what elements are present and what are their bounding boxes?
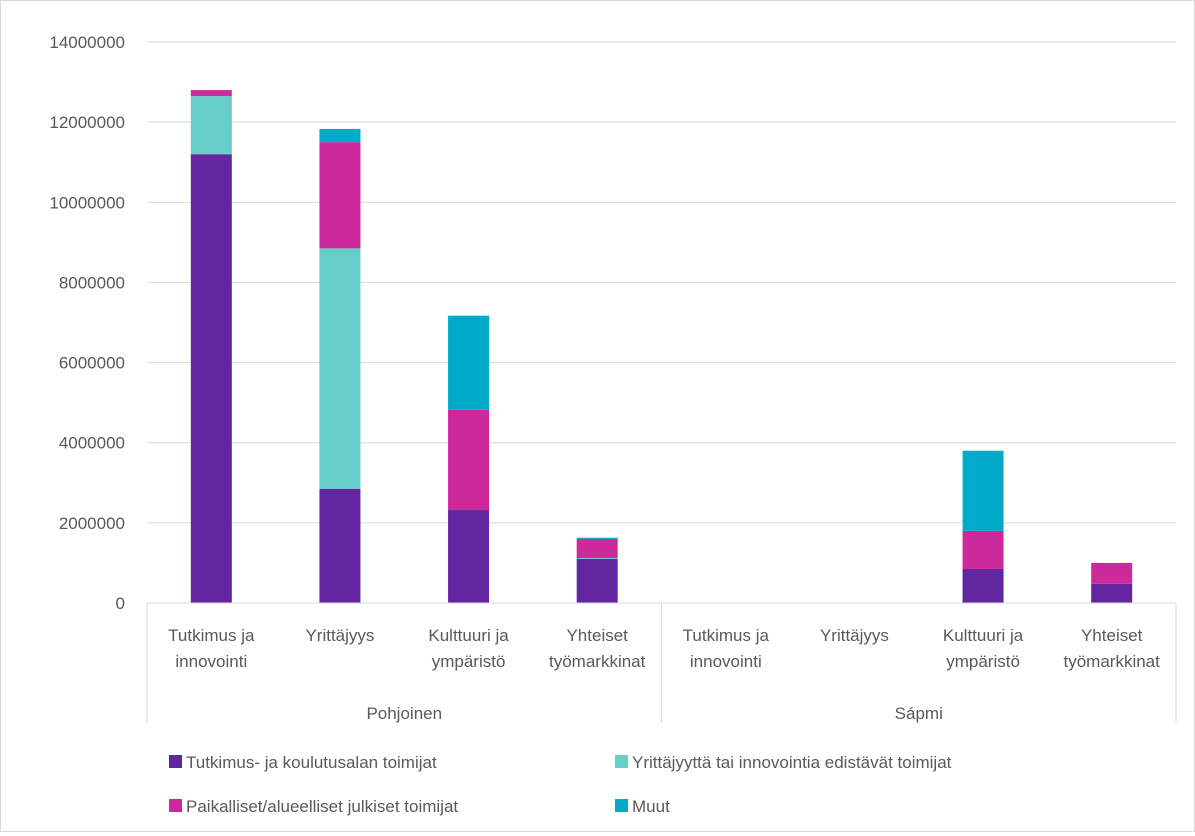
bar-segment-3-cat-1 [190,90,232,97]
y-axis-ticks: 0 2000000 4000000 6000000 8000000 10000000 120… [49,33,125,613]
y-tick-label: 14000000 [49,33,125,52]
legend-item: Muut [615,797,670,816]
x-category-label: innovointi [175,652,247,671]
x-category-label: Tutkimus ja [168,626,255,645]
bar-segment-3-cat-8 [1091,562,1133,584]
x-group-label: Pohjoinen [366,704,442,723]
legend-swatch [615,755,628,768]
x-category-label: Kulttuuri ja [428,626,509,645]
bar-segment-1-cat-2 [319,488,361,603]
bar-segment-1-cat-8 [1091,583,1133,603]
legend: Tutkimus- ja koulutusalan toimijat Yrittä… [169,753,952,816]
y-tick-label: 6000000 [59,354,125,373]
x-category-label: työmarkkinat [549,652,646,671]
legend-item: Paikalliset/alueelliset julkiset toimija… [169,797,458,816]
x-category-label: ympäristö [432,652,506,671]
y-tick-label: 0 [116,594,125,613]
x-category-label: Kulttuuri ja [943,626,1024,645]
x-group-label: Sápmi [895,704,943,723]
x-category-label: työmarkkinat [1064,652,1161,671]
bar-segment-4-cat-2 [319,128,361,143]
legend-swatch [169,799,182,812]
bar-segment-3-cat-2 [319,142,361,249]
gridlines [147,41,1176,524]
bar-segment-1-cat-1 [190,154,232,603]
y-tick-label: 8000000 [59,273,125,292]
legend-label: Muut [632,797,670,816]
legend-item: Tutkimus- ja koulutusalan toimijat [169,753,437,772]
y-tick-label: 10000000 [49,193,125,212]
legend-swatch [169,755,182,768]
bar-segment-4-cat-4 [576,537,618,539]
bar-segment-2-cat-2 [319,248,361,489]
legend-swatch [615,799,628,812]
legend-label: Tutkimus- ja koulutusalan toimijat [186,753,437,772]
x-axis: Tutkimus ja innovointi Yrittäjyys Kulttuuri… [146,602,1177,723]
x-category-label: innovointi [690,652,762,671]
bar-segment-1-cat-7 [962,568,1004,603]
bar-segment-3-cat-3 [448,409,490,511]
x-category-label: Yrittäjyys [305,626,374,645]
bar-segment-4-cat-7 [962,450,1004,531]
x-category-label: Yhteiset [566,626,628,645]
bar-segment-2-cat-1 [190,96,232,155]
x-category-label: Yhteiset [1081,626,1143,645]
legend-label: Yrittäjyyttä tai innovointia edistävät t… [632,753,952,772]
x-category-label: Yrittäjyys [820,626,889,645]
bar-segment-2-cat-4 [576,558,618,559]
x-category-label: ympäristö [946,652,1020,671]
legend-item: Yrittäjyyttä tai innovointia edistävät t… [615,753,952,772]
y-tick-label: 4000000 [59,434,125,453]
bar-segment-3-cat-7 [962,530,1004,569]
x-category-label: Tutkimus ja [683,626,770,645]
bar-segment-1-cat-4 [576,558,618,603]
y-tick-label: 12000000 [49,113,125,132]
legend-label: Paikalliset/alueelliset julkiset toimija… [186,797,458,816]
bar-segment-1-cat-3 [448,510,490,603]
bars [190,90,1133,603]
y-tick-label: 2000000 [59,514,125,533]
bar-segment-3-cat-4 [576,538,618,559]
bar-segment-4-cat-3 [448,315,490,410]
